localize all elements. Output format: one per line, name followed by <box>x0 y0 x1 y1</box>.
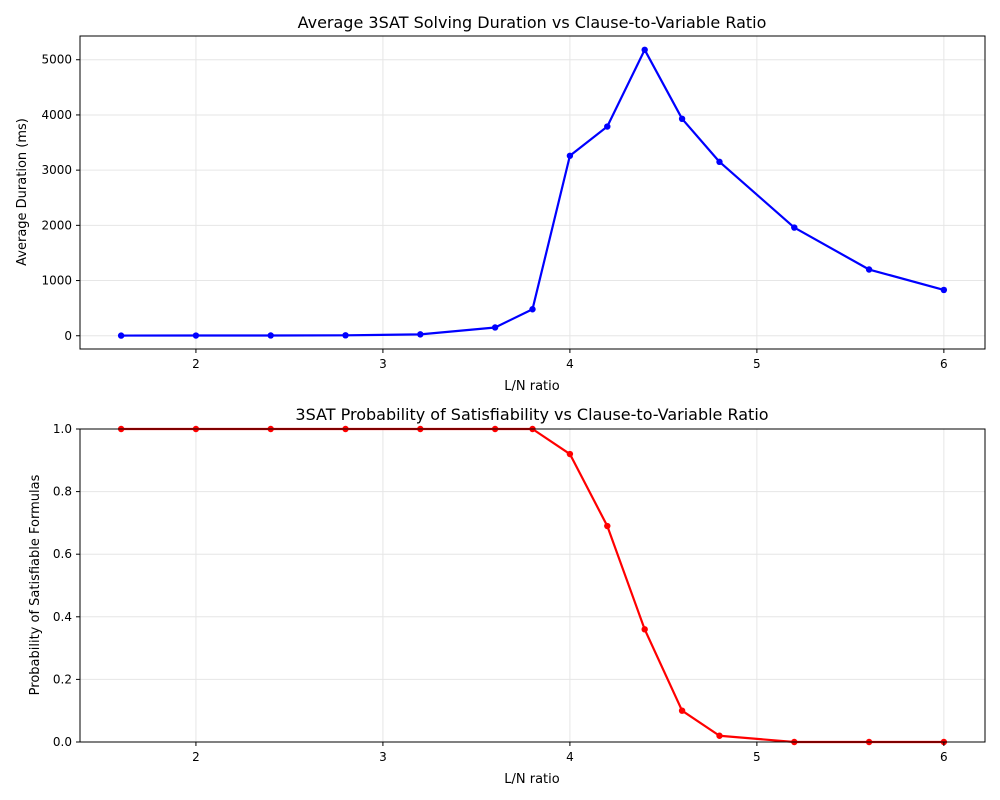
duration-chart-data-point <box>641 46 648 54</box>
duration-chart-data-point <box>529 306 536 313</box>
probability-chart-xtick-label: 2 <box>192 750 200 764</box>
duration-chart-xtick-label: 4 <box>566 357 574 371</box>
duration-chart-data-point <box>940 286 948 294</box>
probability-chart-data-point <box>566 450 574 458</box>
duration-chart-data-point <box>267 332 274 339</box>
duration-chart: Average 3SAT Solving Duration vs Clause-… <box>15 13 986 394</box>
probability-chart-xtick-label: 6 <box>940 750 948 764</box>
duration-chart-xtick-label: 6 <box>940 357 948 371</box>
duration-chart-data-point <box>678 115 686 123</box>
duration-chart-xtick-label: 5 <box>753 357 761 371</box>
duration-chart-series-line <box>121 48 945 337</box>
probability-chart-xtick-label: 3 <box>379 750 387 764</box>
duration-chart-grid <box>80 36 985 349</box>
duration-chart-ytick-label: 4000 <box>41 108 72 122</box>
probability-chart-data-point <box>604 522 611 530</box>
duration-chart-title: Average 3SAT Solving Duration vs Clause-… <box>298 13 767 32</box>
probability-chart-series-line <box>121 427 944 744</box>
probability-chart-ytick-label: 0.0 <box>53 735 72 749</box>
probability-chart-frame <box>79 428 986 743</box>
duration-chart-data-point <box>865 266 873 273</box>
probability-chart-title: 3SAT Probability of Satisfiability vs Cl… <box>295 405 768 424</box>
probability-chart-ytick-label: 0.2 <box>53 672 72 686</box>
duration-chart-ytick-label: 5000 <box>41 53 72 67</box>
duration-chart-ytick-label: 3000 <box>41 163 72 177</box>
duration-chart-data-point <box>342 332 349 339</box>
duration-chart-data-point <box>566 152 574 159</box>
probability-chart: 3SAT Probability of Satisfiability vs Cl… <box>28 405 986 787</box>
duration-chart-data-point <box>117 332 125 339</box>
probability-chart-data-point <box>716 732 723 739</box>
duration-chart-xtick-label: 3 <box>379 357 387 371</box>
probability-chart-ytick-label: 0.4 <box>53 610 72 624</box>
duration-chart-ytick-label: 0 <box>64 329 72 343</box>
probability-chart-xlabel: L/N ratio <box>504 772 559 787</box>
probability-chart-ticks: 2 3 4 5 6 0.0 0.2 0.4 0.6 0.8 1.0 <box>53 422 948 764</box>
probability-chart-ytick-label: 0.6 <box>53 547 72 561</box>
duration-chart-data-point <box>716 158 723 166</box>
probability-chart-ytick-label: 1.0 <box>53 422 72 436</box>
duration-chart-plot <box>117 46 948 339</box>
probability-chart-xtick-label: 4 <box>566 750 574 764</box>
duration-chart-data-point <box>604 123 611 130</box>
duration-chart-data-point <box>417 331 424 338</box>
probability-chart-ylabel: Probability of Satisfiable Formulas <box>28 474 43 695</box>
duration-chart-xtick-label: 2 <box>192 357 200 371</box>
duration-chart-data-point <box>491 324 499 331</box>
probability-chart-grid <box>80 428 985 743</box>
duration-chart-ytick-label: 1000 <box>41 274 72 288</box>
probability-chart-xtick-label: 5 <box>753 750 761 764</box>
probability-chart-data-point <box>678 707 686 714</box>
duration-chart-xlabel: L/N ratio <box>504 379 559 394</box>
duration-chart-data-point <box>192 332 200 339</box>
duration-chart-frame <box>79 35 986 350</box>
probability-chart-plot <box>117 425 948 746</box>
duration-chart-ticks: 2 3 4 5 6 0 1000 2000 3000 4000 5000 <box>41 53 947 371</box>
duration-chart-ylabel: Average Duration (ms) <box>15 118 30 266</box>
probability-chart-data-point <box>641 626 648 633</box>
duration-chart-ytick-label: 2000 <box>41 218 72 232</box>
probability-chart-ytick-label: 0.8 <box>53 485 72 499</box>
duration-chart-data-point <box>791 224 798 231</box>
